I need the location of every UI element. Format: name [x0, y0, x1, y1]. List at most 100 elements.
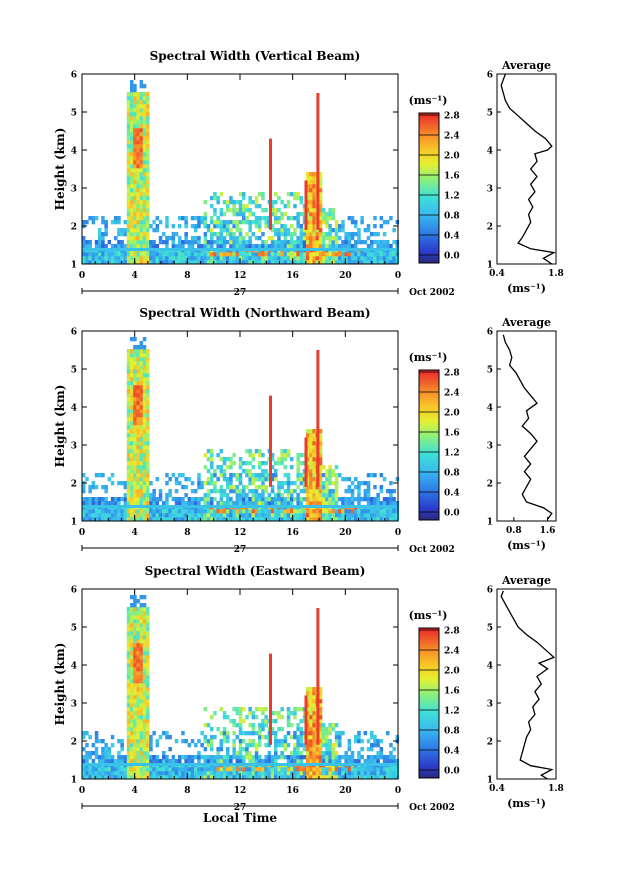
heatmap-cell — [258, 465, 262, 470]
heatmap-cell — [290, 771, 294, 776]
heatmap-cell — [366, 489, 371, 494]
x-tick-label: 4 — [132, 271, 138, 281]
heatmap-cell — [302, 509, 307, 514]
heatmap-cell — [133, 196, 137, 201]
heatmap-cell — [328, 212, 332, 217]
heatmap-cell — [139, 413, 144, 418]
heatmap-cell — [146, 236, 150, 241]
heatmap-cell — [302, 755, 307, 760]
heatmap-cell — [290, 755, 294, 760]
heatmap-cell — [219, 501, 224, 506]
profile-x-tick-label: 1.8 — [548, 269, 564, 279]
heatmap-cell — [126, 655, 131, 660]
heatmap-cell — [274, 743, 278, 748]
heatmap-cell — [168, 513, 172, 518]
heatmap-cell — [165, 517, 169, 522]
heatmap-cell — [181, 739, 185, 744]
heatmap-cell — [142, 433, 147, 438]
heatmap-cell — [235, 755, 240, 760]
heatmap-cell — [318, 771, 323, 776]
heatmap-cell — [306, 699, 310, 704]
heatmap-cell — [357, 501, 361, 506]
heatmap-cell — [325, 517, 329, 522]
heatmap-cell — [149, 517, 153, 522]
heatmap-cell — [200, 244, 204, 249]
heatmap-cell — [130, 373, 134, 378]
heatmap-cell — [264, 485, 268, 490]
heatmap-cell — [290, 775, 294, 780]
heatmap-cell — [238, 457, 243, 462]
heatmap-cell — [280, 457, 284, 462]
heatmap-cell — [126, 755, 131, 760]
heatmap-cell — [306, 743, 310, 748]
heatmap-cell — [258, 260, 262, 265]
heatmap-cell — [360, 517, 364, 522]
heatmap-cell — [117, 228, 121, 233]
heatmap-cell — [136, 176, 140, 181]
heatmap-cell — [146, 244, 150, 249]
heatmap-cell — [136, 188, 140, 193]
heatmap-cell — [328, 493, 332, 498]
heatmap-cell — [133, 461, 137, 466]
heatmap-cell — [293, 711, 297, 716]
heatmap-cell — [107, 513, 112, 518]
heatmap-cell — [238, 755, 243, 760]
heatmap-cell — [245, 220, 249, 225]
heatmap-cell — [283, 747, 288, 752]
heatmap-cell — [136, 659, 140, 664]
heatmap-cell — [152, 489, 156, 494]
heatmap-cell — [133, 639, 137, 644]
heatmap-cell — [98, 256, 102, 261]
heatmap-cell — [120, 497, 124, 502]
heatmap-cell — [242, 236, 246, 241]
heatmap-cell — [357, 485, 361, 490]
heatmap-cell — [136, 224, 140, 229]
heatmap-cell — [139, 180, 144, 185]
heatmap-cell — [386, 220, 390, 225]
heatmap-cell — [142, 667, 147, 672]
heatmap-cell — [360, 240, 364, 245]
heatmap-cell — [254, 707, 259, 712]
heatmap-cell — [248, 200, 252, 205]
heatmap-cell — [133, 497, 137, 502]
heatmap-cell — [299, 735, 304, 740]
heatmap-cell — [213, 517, 217, 522]
heatmap-cell — [299, 453, 304, 458]
heatmap-cell — [136, 425, 140, 430]
heatmap-cell — [126, 373, 131, 378]
heatmap-cell — [264, 513, 268, 518]
heatmap-cell — [312, 184, 316, 189]
heatmap-cell — [354, 485, 358, 490]
heatmap-cell — [146, 256, 150, 261]
heatmap-cell — [277, 228, 281, 233]
heatmap-cell — [251, 771, 256, 776]
heatmap-cell — [309, 192, 313, 197]
heatmap-cell — [139, 353, 144, 358]
heatmap-cell — [133, 220, 137, 225]
heatmap-cell — [219, 465, 224, 470]
heatmap-cell — [293, 775, 297, 780]
heatmap-cell — [245, 743, 249, 748]
heatmap-cell — [366, 759, 371, 764]
heatmap-cell — [238, 513, 243, 518]
heatmap-cell — [309, 739, 313, 744]
heatmap-cell — [318, 497, 323, 502]
heatmap-cell — [258, 252, 262, 257]
heatmap-cell — [376, 232, 380, 237]
heatmap-cell — [158, 240, 163, 245]
heatmap-cell — [139, 485, 144, 490]
heatmap-cell — [318, 699, 323, 704]
heatmap-cell — [354, 252, 358, 257]
heatmap-cell — [286, 192, 291, 197]
heatmap-cell — [312, 240, 316, 245]
heatmap-cell — [245, 771, 249, 776]
heatmap-cell — [341, 775, 345, 780]
heatmap-cell — [318, 739, 323, 744]
heatmap-cell — [123, 755, 128, 760]
heatmap-cell — [318, 437, 323, 442]
heatmap-cell — [245, 240, 249, 245]
heatmap-cell — [158, 735, 163, 740]
heatmap-cell — [235, 485, 240, 490]
heatmap-cell — [328, 228, 332, 233]
heatmap-cell — [133, 337, 137, 342]
